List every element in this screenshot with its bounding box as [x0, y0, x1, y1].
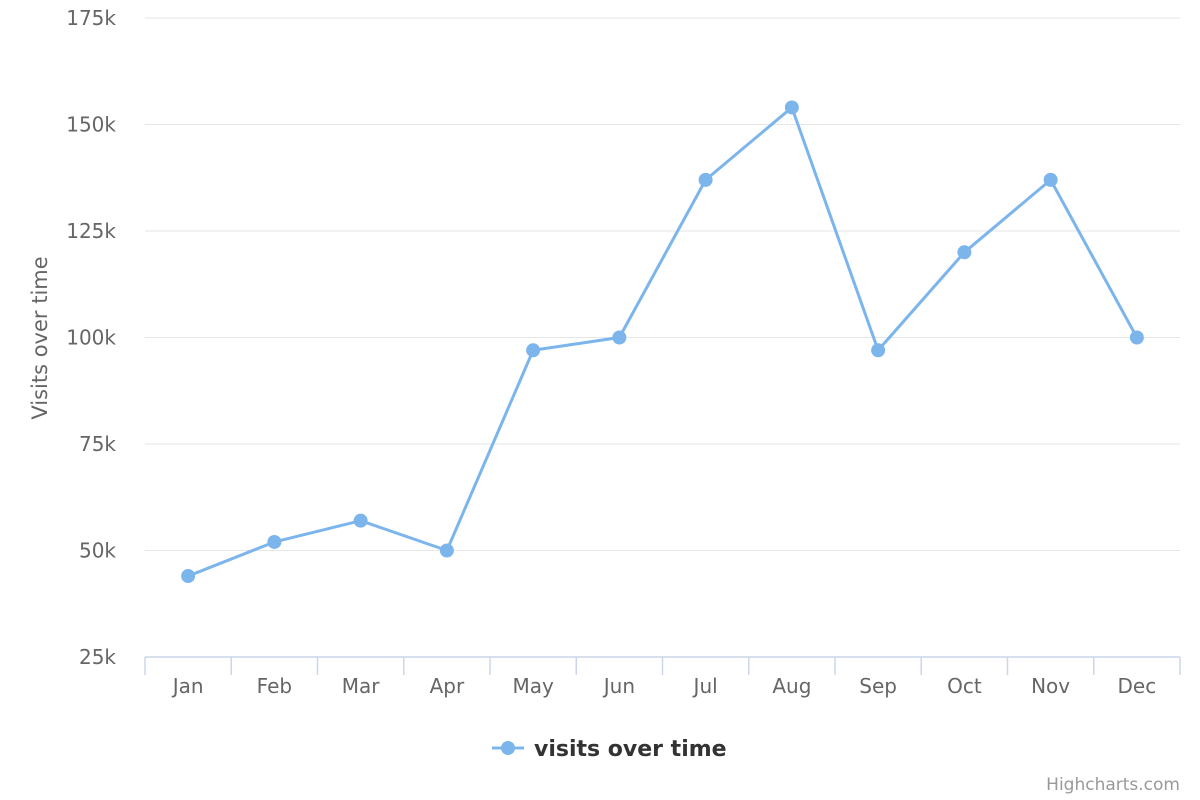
data-point-marker[interactable]: Sep: 97000	[871, 343, 886, 358]
y-tick-label: 150k	[66, 113, 116, 137]
credits-link[interactable]: Highcharts.com	[1046, 775, 1180, 795]
x-tick-label: Dec	[1118, 674, 1157, 698]
data-point-marker[interactable]: Feb: 52000	[267, 534, 282, 549]
data-point-marker[interactable]: Oct: 120000	[957, 245, 972, 260]
x-tick-label: Jul	[692, 674, 718, 698]
data-point-marker[interactable]: Jun: 100000	[612, 330, 627, 345]
data-point-marker[interactable]: May: 97000	[526, 343, 541, 358]
data-point-marker[interactable]: Apr: 50000	[439, 543, 454, 558]
y-tick-label: 75k	[79, 432, 116, 456]
data-point-marker[interactable]: Jan: 44000	[181, 569, 196, 584]
data-point-marker[interactable]: Mar: 57000	[353, 513, 368, 528]
x-axis: Jan Feb Mar Apr May Jun Jul Aug Sep Oct Nov Dec	[144, 656, 1181, 698]
grid-lines	[145, 17, 1180, 551]
data-point-marker[interactable]: Dec: 100000	[1129, 330, 1144, 345]
x-tick-label: May	[512, 674, 554, 698]
x-tick-label: Jun	[602, 674, 635, 698]
series-group[interactable]: Jan: 44000 Feb: 52000 Mar: 57000 Apr: 50000…	[181, 100, 1144, 584]
data-point-marker[interactable]: Jul: 137000	[698, 172, 713, 187]
y-tick-label: 50k	[79, 539, 116, 563]
x-tick-label: Aug	[772, 674, 811, 698]
x-tick-label: Jan	[171, 674, 204, 698]
y-tick-label: 100k	[66, 326, 116, 350]
y-axis-title: Visits over time	[28, 256, 52, 419]
x-tick-label: Mar	[342, 674, 381, 698]
x-tick-label: Apr	[430, 674, 465, 698]
x-tick-label: Nov	[1031, 674, 1070, 698]
y-tick-label: 175k	[66, 6, 116, 30]
y-tick-label: 25k	[79, 645, 116, 669]
x-tick-label: Feb	[257, 674, 292, 698]
legend-item-label[interactable]: visits over time	[534, 737, 727, 762]
y-axis: 25k 50k 75k 100k 125k 150k 175k	[66, 6, 116, 669]
data-point-marker[interactable]: Nov: 137000	[1043, 172, 1058, 187]
x-tick-label: Sep	[859, 674, 897, 698]
y-tick-label: 125k	[66, 219, 116, 243]
series-line	[186, 105, 1139, 578]
legend[interactable]: visits over time	[492, 737, 727, 762]
legend-symbol-marker	[501, 741, 515, 755]
data-point-marker[interactable]: Aug: 154000	[784, 100, 799, 115]
x-tick-label: Oct	[947, 674, 982, 698]
